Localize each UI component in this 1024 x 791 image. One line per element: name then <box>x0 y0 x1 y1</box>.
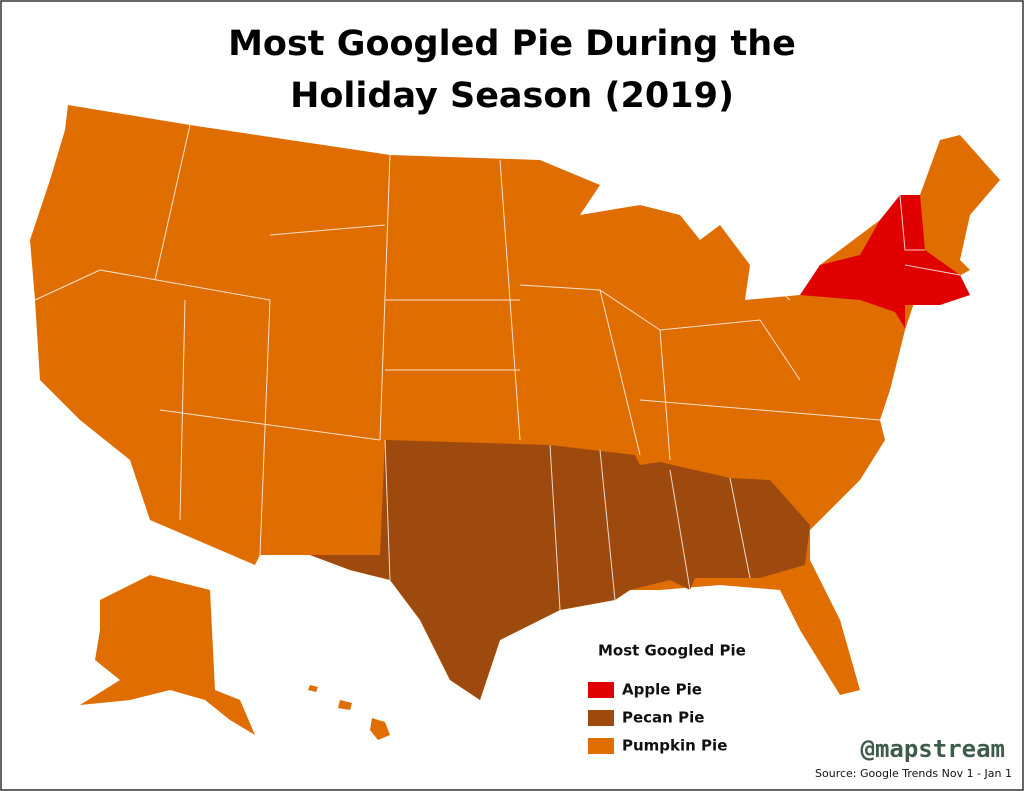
legend: Most Googled Pie Apple Pie Pecan Pie Pumpk… <box>588 642 746 755</box>
title-line: Most Googled Pie During the <box>228 24 796 64</box>
legend-label: Pumpkin Pie <box>622 737 727 755</box>
region-apple <box>800 195 970 328</box>
region-pecan <box>310 440 810 700</box>
title-line: Holiday Season (2019) <box>290 76 734 116</box>
state-borders <box>34 124 961 611</box>
legend-title: Most Googled Pie <box>598 642 746 660</box>
region-pumpkin-alaska <box>80 575 255 735</box>
legend-label: Apple Pie <box>622 681 702 699</box>
legend-swatch <box>588 710 614 726</box>
legend-swatch <box>588 738 614 754</box>
map <box>30 105 1000 740</box>
region-pumpkin-hawaii <box>308 685 390 740</box>
legend-label: Pecan Pie <box>622 709 704 727</box>
credit: @mapstream <box>861 735 1006 763</box>
source: Source: Google Trends Nov 1 - Jan 1 <box>815 767 1012 780</box>
legend-items: Apple Pie Pecan Pie Pumpkin Pie <box>588 681 727 755</box>
legend-swatch <box>588 682 614 698</box>
